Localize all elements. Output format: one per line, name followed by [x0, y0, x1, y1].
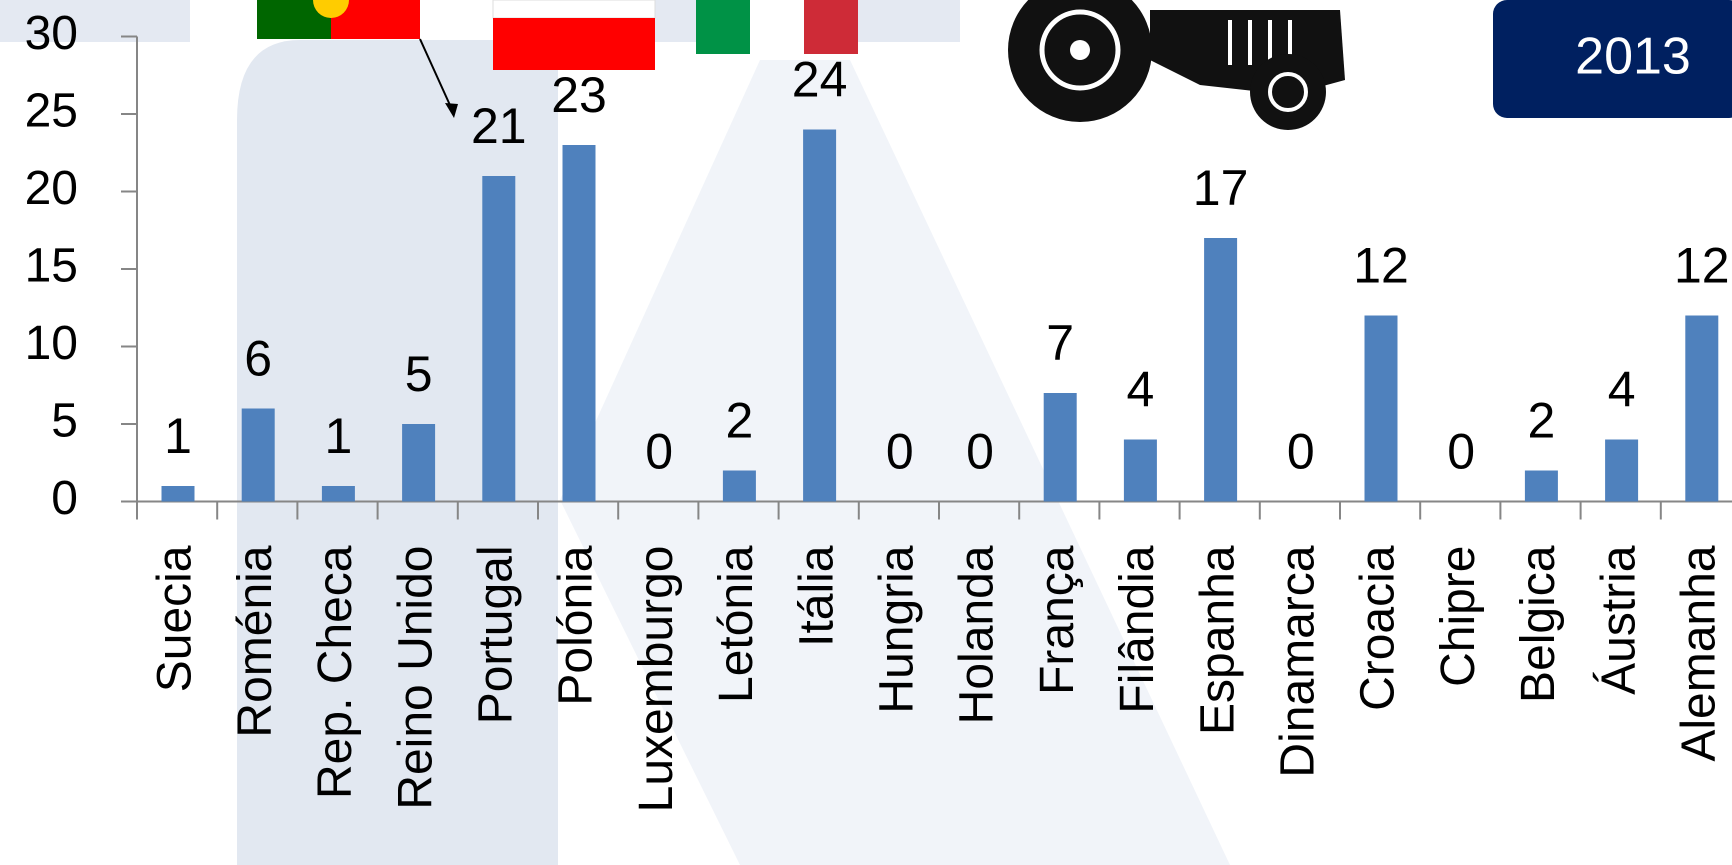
x-tick-label: Holanda	[951, 545, 1004, 724]
y-tick-label: 5	[51, 395, 78, 448]
x-tick-label: Itália	[790, 545, 843, 647]
y-tick-label: 25	[25, 85, 78, 138]
bar	[1524, 470, 1558, 502]
value-label: 2	[1527, 393, 1555, 449]
bar	[1123, 439, 1157, 502]
value-label: 17	[1193, 160, 1249, 216]
bar	[1605, 439, 1639, 502]
x-tick-label: Luxemburgo	[630, 546, 683, 813]
value-label: 21	[471, 98, 527, 154]
y-tick-label: 30	[25, 7, 78, 60]
y-tick-label: 15	[25, 240, 78, 293]
x-tick-label: Rep. Checa	[309, 545, 362, 799]
x-tick-label: Roménia	[229, 545, 282, 737]
x-tick-label: Croacia	[1352, 545, 1405, 711]
value-label: 5	[405, 346, 433, 402]
bar	[722, 470, 756, 502]
x-tick-label: Belgica	[1512, 545, 1565, 703]
value-label: 1	[324, 408, 352, 464]
value-label: 4	[1126, 362, 1154, 418]
value-label: 0	[645, 424, 673, 480]
bar	[1043, 393, 1077, 502]
value-label: 0	[1447, 424, 1475, 480]
y-tick-label: 20	[25, 162, 78, 215]
chart-title: 2013	[1575, 28, 1691, 86]
x-tick-label: França	[1031, 545, 1084, 695]
x-tick-label: Chipre	[1432, 546, 1485, 687]
bar	[1204, 238, 1238, 502]
value-label: 24	[792, 52, 848, 108]
bar	[803, 129, 837, 502]
x-tick-label: Portugal	[469, 546, 522, 725]
value-label: 7	[1046, 315, 1074, 371]
value-label: 12	[1353, 238, 1409, 294]
value-label: 23	[551, 67, 607, 123]
x-tick-label: Alemanha	[1672, 545, 1725, 761]
x-tick-label: Dinamarca	[1271, 545, 1324, 777]
value-label: 2	[725, 393, 753, 449]
y-tick-label: 10	[25, 317, 78, 370]
y-tick-label: 0	[51, 472, 78, 525]
value-label: 6	[244, 331, 272, 387]
value-label: 4	[1608, 362, 1636, 418]
x-tick-label: Hungria	[870, 545, 923, 713]
bar	[402, 424, 436, 502]
bar	[161, 486, 195, 502]
x-tick-label: Reino Unido	[389, 546, 442, 810]
bar	[241, 408, 275, 502]
tractor-icon	[1008, 0, 1345, 130]
value-label: 0	[966, 424, 994, 480]
bar	[1364, 315, 1398, 502]
bar	[482, 176, 516, 502]
bar	[321, 486, 355, 502]
x-tick-label: Espanha	[1191, 545, 1244, 735]
value-label: 0	[886, 424, 914, 480]
background-decoration	[0, 0, 1345, 865]
x-tick-label: Letónia	[710, 545, 763, 703]
x-tick-label: Áustria	[1592, 545, 1645, 695]
value-label: 0	[1287, 424, 1315, 480]
x-tick-label: Polónia	[550, 545, 603, 705]
value-label: 1	[164, 408, 192, 464]
x-tick-label: Suecia	[149, 545, 202, 692]
bar	[1685, 315, 1719, 502]
value-label: 12	[1674, 238, 1730, 294]
bar	[562, 145, 596, 502]
year-badge	[1493, 0, 1732, 118]
x-tick-label: Filândia	[1111, 545, 1164, 713]
